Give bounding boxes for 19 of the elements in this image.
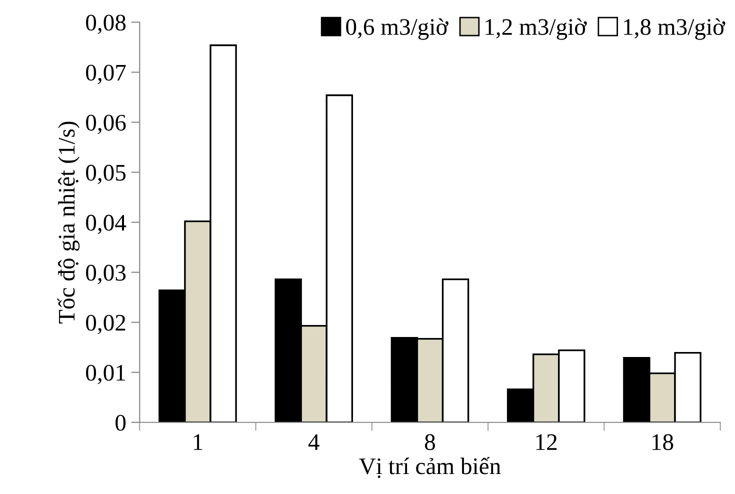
y-tick-label: 0,01 [86, 364, 126, 384]
x-tick-label: 18 [652, 434, 674, 450]
y-tick-label: 0,04 [86, 214, 126, 234]
y-tick-label: 0,03 [86, 264, 126, 284]
y-tick-label: 0,02 [86, 314, 126, 334]
x-tick-label: 1 [194, 434, 202, 450]
x-tick-label: 4 [308, 434, 320, 450]
legend-label: 1,2 m3/giờ [486, 18, 587, 40]
legend-label: 1,8 m3/giờ [624, 18, 726, 40]
x-tick-label: 8 [424, 434, 435, 450]
y-tick-label: 0,08 [86, 14, 126, 34]
y-tick-label: 0,06 [86, 114, 126, 134]
x-axis-title: Vị trí cảm biến [359, 456, 501, 478]
y-tick-label: 0,05 [86, 164, 126, 184]
x-tick-label: 12 [536, 434, 557, 450]
y-tick-label: 0,07 [86, 64, 126, 84]
y-axis-title: Tốc độ gia nhiệt (1/s) [57, 122, 80, 324]
legend-label: 0,6 m3/giờ [346, 18, 448, 40]
y-tick-label: 0 [116, 414, 126, 431]
